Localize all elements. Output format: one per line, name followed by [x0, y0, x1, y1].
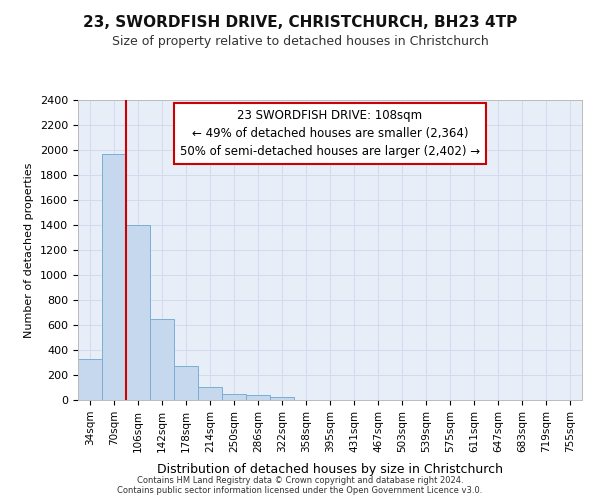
Bar: [270, 397, 294, 400]
Bar: [222, 394, 246, 400]
Bar: [126, 225, 150, 400]
Bar: [246, 395, 270, 400]
Text: 23, SWORDFISH DRIVE, CHRISTCHURCH, BH23 4TP: 23, SWORDFISH DRIVE, CHRISTCHURCH, BH23 …: [83, 15, 517, 30]
X-axis label: Distribution of detached houses by size in Christchurch: Distribution of detached houses by size …: [157, 463, 503, 476]
Text: 23 SWORDFISH DRIVE: 108sqm
← 49% of detached houses are smaller (2,364)
50% of s: 23 SWORDFISH DRIVE: 108sqm ← 49% of deta…: [180, 109, 480, 158]
Text: Size of property relative to detached houses in Christchurch: Size of property relative to detached ho…: [112, 35, 488, 48]
Bar: [78, 360, 102, 400]
Bar: [198, 387, 222, 400]
Bar: [150, 319, 174, 400]
Y-axis label: Number of detached properties: Number of detached properties: [25, 162, 34, 338]
Bar: [174, 366, 198, 400]
Bar: [102, 154, 126, 400]
Text: Contains HM Land Registry data © Crown copyright and database right 2024.
Contai: Contains HM Land Registry data © Crown c…: [118, 476, 482, 495]
